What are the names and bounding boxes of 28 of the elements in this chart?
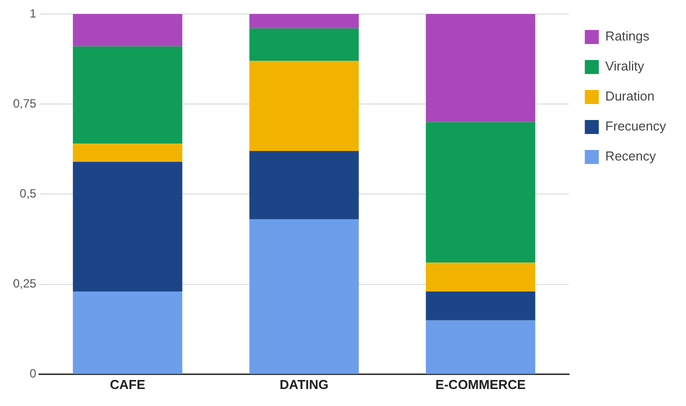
bar: [426, 262, 536, 292]
bar: [72, 144, 182, 162]
x-tick-label: DATING: [280, 376, 329, 392]
bar: [249, 60, 359, 151]
bar: [249, 14, 359, 28]
legend-label: Duration: [605, 88, 654, 104]
legend-label: Ratings: [605, 28, 650, 44]
y-tick-label: 0,25: [12, 276, 37, 291]
bar: [249, 150, 359, 220]
legend-label: Recency: [605, 148, 656, 164]
bar: [426, 320, 536, 374]
y-tick-label: 0: [30, 366, 37, 381]
x-tick-label: E-COMMERCE: [435, 376, 526, 392]
y-tick-label: 0,75: [12, 96, 37, 110]
bar: [72, 46, 182, 144]
bar: [72, 292, 182, 374]
y-tick-label: 1: [30, 6, 37, 20]
legend-label: Frecuency: [605, 118, 666, 134]
bar: [426, 122, 536, 263]
bar: [249, 28, 359, 61]
bar: [426, 14, 536, 122]
bar: [72, 14, 182, 46]
legend-label: Virality: [605, 58, 645, 74]
y-tick-label: 0,5: [20, 186, 37, 201]
bar: [249, 219, 359, 374]
bar: [72, 162, 182, 292]
bar: [426, 292, 536, 320]
x-tick-label: CAFE: [110, 376, 146, 392]
